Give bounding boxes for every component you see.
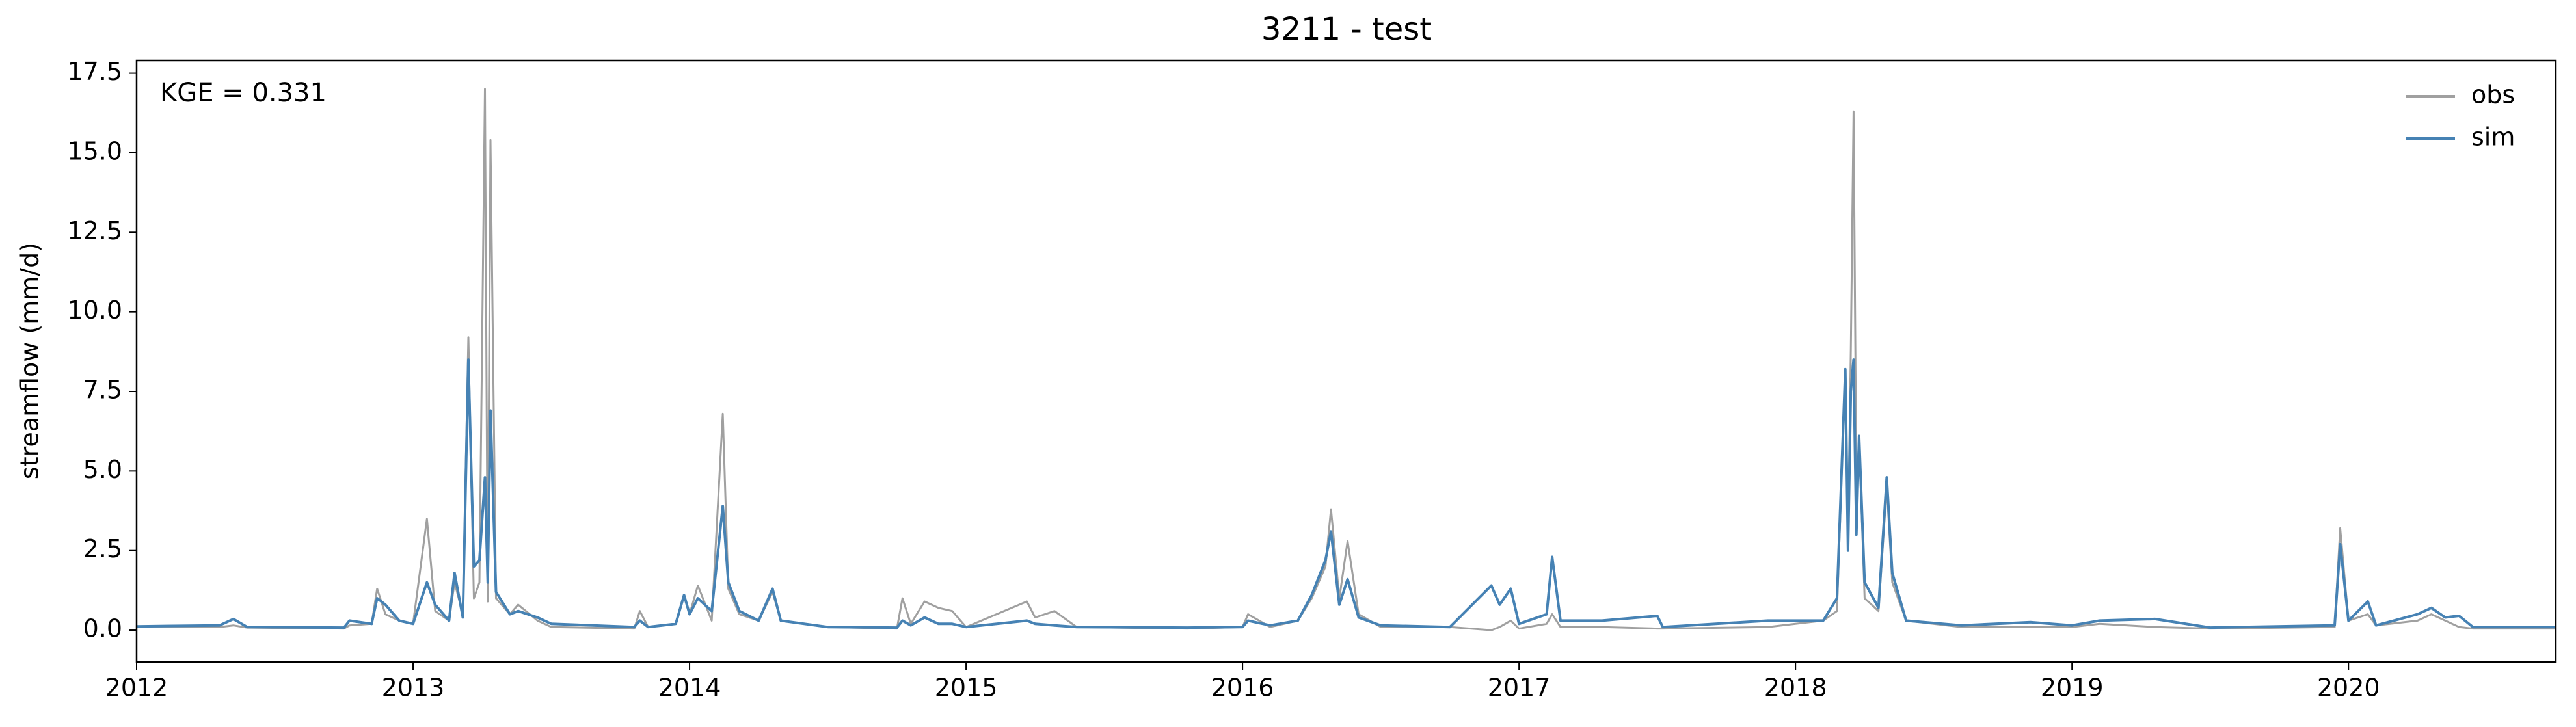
y-tick-label: 17.5 [67,57,122,86]
y-tick-label: 7.5 [83,375,122,404]
series-line [137,88,2556,631]
x-tick-label: 2016 [1211,674,1274,702]
x-tick-label: 2019 [2041,674,2104,702]
x-tick-label: 2017 [1488,674,1551,702]
x-tick-label: 2020 [2317,674,2380,702]
legend-label: sim [2471,123,2515,152]
x-tick-label: 2012 [105,674,168,702]
chart-title: 3211 - test [1261,11,1432,47]
x-tick-label: 2014 [658,674,721,702]
y-tick-label: 10.0 [67,296,122,324]
y-tick-label: 0.0 [83,615,122,643]
y-tick-label: 15.0 [67,137,122,165]
annotation: KGE = 0.331 [160,78,327,108]
y-tick-label: 12.5 [67,217,122,245]
y-tick-label: 2.5 [83,535,122,563]
y-tick-label: 5.0 [83,455,122,484]
plot-frame [135,59,2557,663]
y-axis-label: streamflow (mm/d) [16,243,44,479]
x-tick-label: 2018 [1764,674,1827,702]
legend-label: obs [2471,81,2515,109]
series-line [136,358,2556,629]
x-tick-label: 2013 [382,674,445,702]
x-tick-label: 2015 [935,674,998,702]
